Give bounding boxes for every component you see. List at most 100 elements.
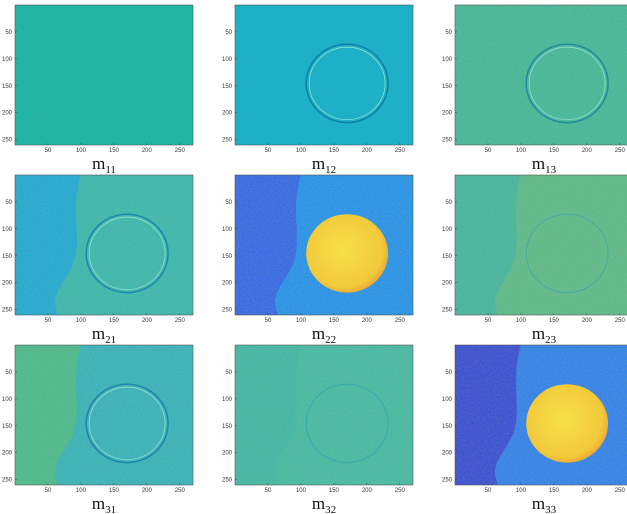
y-tick-label: 150 (442, 424, 453, 430)
x-tick-label: 200 (582, 318, 593, 324)
x-tick-label: 150 (329, 148, 340, 154)
x-tick-label: 200 (142, 148, 153, 154)
y-tick-label: 100 (442, 397, 453, 403)
x-tick-label: 200 (142, 318, 153, 324)
image-background (15, 5, 193, 145)
x-tick-label: 250 (615, 148, 626, 154)
panel-label: m31 (92, 494, 116, 514)
x-tick-label: 250 (395, 488, 406, 494)
y-tick-label: 250 (222, 138, 233, 144)
image-background (235, 5, 413, 145)
label-base: m (312, 324, 325, 343)
y-tick-label: 100 (2, 57, 13, 63)
y-tick-label: 100 (222, 57, 233, 63)
y-tick-label: 50 (5, 30, 12, 36)
x-tick-label: 150 (549, 488, 560, 494)
x-tick-label: 50 (265, 318, 272, 324)
panel-image (15, 5, 193, 145)
texture (15, 345, 193, 485)
y-tick-label: 200 (442, 451, 453, 457)
label-base: m (92, 324, 105, 343)
x-tick-label: 150 (109, 318, 120, 324)
page: 5010015020025050100150200250m11501001502… (0, 0, 627, 514)
label-base: m (532, 154, 545, 173)
y-tick-label: 100 (442, 227, 453, 233)
panel-label: m21 (92, 324, 116, 346)
panel-image (235, 175, 413, 315)
y-tick-label: 50 (5, 200, 12, 206)
x-tick-label: 50 (485, 148, 492, 154)
y-tick-label: 50 (445, 370, 452, 376)
panel-image (15, 345, 193, 485)
x-tick-label: 50 (265, 488, 272, 494)
x-tick-label: 150 (329, 318, 340, 324)
label-base: m (532, 494, 545, 513)
y-tick-label: 100 (222, 227, 233, 233)
x-tick-label: 150 (549, 148, 560, 154)
y-tick-label: 50 (445, 30, 452, 36)
y-tick-label: 50 (225, 30, 232, 36)
label-base: m (532, 324, 545, 343)
x-tick-label: 200 (582, 148, 593, 154)
x-tick-label: 250 (175, 318, 186, 324)
x-tick-label: 50 (45, 488, 52, 494)
y-tick-label: 50 (225, 370, 232, 376)
x-tick-label: 250 (395, 318, 406, 324)
texture (15, 175, 193, 315)
x-tick-label: 100 (516, 318, 527, 324)
x-tick-label: 50 (485, 488, 492, 494)
y-tick-label: 200 (442, 281, 453, 287)
y-tick-label: 150 (222, 424, 233, 430)
x-tick-label: 200 (362, 318, 373, 324)
x-tick-label: 100 (76, 148, 87, 154)
label-sub: 21 (105, 334, 116, 346)
y-tick-label: 250 (222, 478, 233, 484)
label-sub: 23 (545, 334, 557, 346)
panel-label: m13 (532, 154, 557, 176)
x-tick-label: 50 (265, 148, 272, 154)
y-tick-label: 250 (2, 308, 13, 314)
x-tick-label: 150 (109, 148, 120, 154)
y-tick-label: 150 (2, 84, 13, 90)
coin (306, 214, 388, 292)
label-sub: 31 (105, 504, 116, 514)
panel-label: m12 (312, 154, 336, 176)
label-sub: 22 (325, 334, 336, 346)
label-sub: 13 (545, 164, 557, 176)
y-tick-label: 100 (222, 397, 233, 403)
x-tick-label: 150 (109, 488, 120, 494)
label-sub: 11 (105, 164, 116, 176)
y-tick-label: 250 (442, 138, 453, 144)
x-tick-label: 200 (362, 488, 373, 494)
y-tick-label: 200 (2, 111, 13, 117)
panel-label: m23 (532, 324, 557, 346)
y-tick-label: 200 (222, 111, 233, 117)
y-tick-label: 100 (442, 57, 453, 63)
y-tick-label: 200 (222, 451, 233, 457)
x-tick-label: 50 (485, 318, 492, 324)
y-tick-label: 250 (2, 138, 13, 144)
label-base: m (92, 494, 105, 513)
texture (455, 175, 627, 315)
label-base: m (92, 154, 105, 173)
x-tick-label: 50 (45, 318, 52, 324)
y-tick-label: 200 (2, 281, 13, 287)
label-sub: 32 (325, 504, 336, 514)
y-tick-label: 250 (442, 478, 453, 484)
label-sub: 12 (325, 164, 336, 176)
x-tick-label: 100 (516, 488, 527, 494)
y-tick-label: 50 (225, 200, 232, 206)
texture (235, 345, 413, 485)
x-tick-label: 250 (615, 488, 626, 494)
figure: 5010015020025050100150200250m11501001502… (0, 0, 627, 514)
texture (455, 5, 627, 145)
y-tick-label: 200 (222, 281, 233, 287)
y-tick-label: 250 (442, 308, 453, 314)
x-tick-label: 100 (296, 148, 307, 154)
x-tick-label: 200 (582, 488, 593, 494)
